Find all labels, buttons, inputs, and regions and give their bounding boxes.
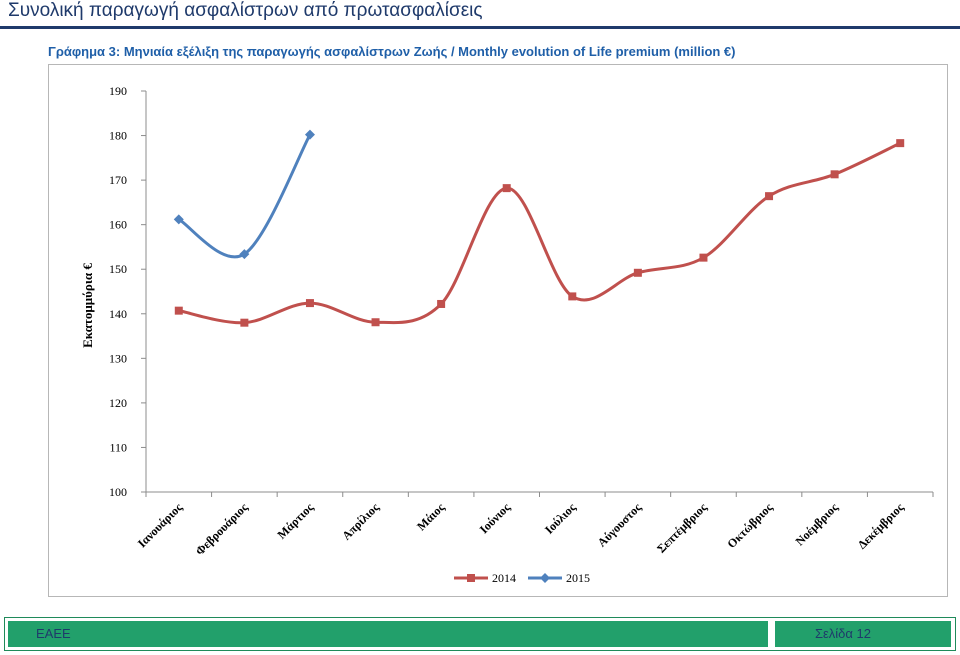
x-tick-label: Νοέμβριος [793,500,842,549]
data-point-2014 [568,292,577,301]
y-tick-label: 150 [109,262,127,276]
x-tick-label: Μάιος [414,500,448,534]
header-divider [0,26,960,29]
data-point-2014 [437,299,446,308]
data-point-2014 [765,192,774,201]
series-line-2015 [177,133,312,259]
x-tick-label: Ιούλιος [542,500,579,537]
data-point-2014 [633,268,642,277]
footer-org-label: ΕΑΕΕ [36,626,71,641]
y-tick-label: 140 [109,307,127,321]
series-line-2014 [178,141,901,325]
legend-marker-2015 [540,573,550,583]
y-tick-label: 110 [109,440,127,454]
y-tick-label: 130 [109,351,127,365]
y-tick-label: 120 [109,396,127,410]
x-tick-label: Απρίλιος [339,500,382,543]
y-tick-label: 100 [109,485,127,499]
y-axis-label: Εκατομμύρια € [80,263,95,348]
chart-title: Γράφημα 3: Μηνιαία εξέλιξη της παραγωγής… [48,44,736,59]
x-tick-label: Σεπτέμβριος [654,500,710,556]
footer-left-band: ΕΑΕΕ [8,621,768,647]
data-point-2014 [371,318,380,327]
legend-marker-2014 [467,574,475,582]
x-tick-label: Φεβρουάριος [193,500,252,559]
line-chart: 100 110 120 130 140 150 160 170 180 190 Ιανουάριο… [80,84,934,585]
legend-label-2014: 2014 [492,571,516,585]
footer-right-band: Σελίδα 12 [775,621,951,647]
legend-item-2014: 2014 [454,571,516,585]
data-point-2014 [240,318,249,327]
data-point-2015 [304,129,315,140]
data-point-2014 [699,253,708,262]
x-tick-label: Μάρτιος [275,500,317,542]
x-tick-label: Ιούνιος [477,500,514,537]
footer-bar: ΕΑΕΕ Σελίδα 12 [4,617,956,651]
chart-frame: 100 110 120 130 140 150 160 170 180 190 Ιανουάριο… [48,64,948,597]
series-2014 [174,139,905,327]
x-tick-label: Δεκέμβριος [855,500,907,552]
y-tick-label: 170 [109,173,127,187]
axes [141,90,934,497]
data-point-2014 [830,170,839,179]
y-tick-label: 160 [109,218,127,232]
data-point-2014 [174,306,183,315]
data-point-2014 [305,299,314,308]
series-2015 [173,129,315,260]
data-point-2014 [502,184,511,193]
data-point-2015 [173,214,184,225]
page-title: Συνολική παραγωγή ασφαλίστρων από πρωτασ… [8,0,483,21]
series [173,129,905,327]
x-tick-label: Ιανουάριος [135,500,186,551]
y-tick-label: 180 [109,129,127,143]
y-tick-labels: 100 110 120 130 140 150 160 170 180 190 [109,84,127,499]
x-tick-label: Οκτώβριος [724,500,775,551]
x-tick-label: Αύγουστος [595,500,645,550]
data-point-2014 [896,139,905,148]
y-tick-label: 190 [109,84,127,98]
legend: 2014 2015 [454,571,590,585]
data-point-2015 [239,249,250,260]
x-tick-labels: Ιανουάριος Φεβρουάριος Μάρτιος Απρίλιος Μάιο… [135,500,907,559]
legend-item-2015: 2015 [528,571,590,585]
legend-label-2015: 2015 [566,571,590,585]
page-number: Σελίδα 12 [814,626,871,641]
